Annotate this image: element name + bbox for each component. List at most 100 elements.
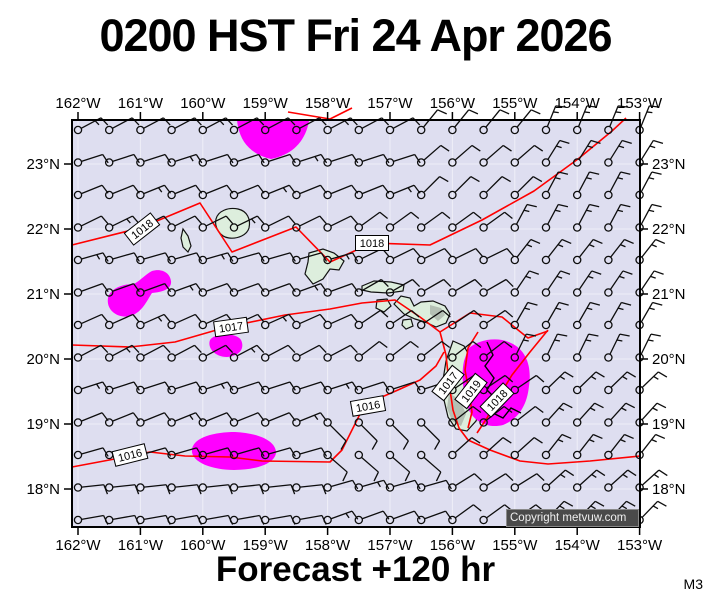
wind-barb (323, 381, 359, 395)
wind-barb (323, 252, 359, 265)
wind-barb (354, 510, 390, 525)
wind-barb (479, 437, 512, 460)
wind-barb (385, 418, 409, 450)
wind-barb (604, 139, 632, 167)
wind-barb (541, 433, 572, 460)
wind-barb (292, 313, 327, 330)
wind-barb (260, 215, 296, 232)
wind-barb (167, 344, 202, 362)
wind-barb (104, 381, 140, 395)
wind-barb (136, 153, 172, 167)
wind-barb (448, 176, 480, 200)
wind-barb (479, 405, 513, 427)
wind-barb (541, 371, 574, 395)
wind-barb (323, 479, 359, 492)
wind-barb (292, 153, 328, 167)
lon-label: 160°W (180, 537, 226, 554)
wind-barb (73, 313, 109, 330)
wind-barb (448, 340, 482, 362)
wind-barb (416, 340, 451, 362)
model-tag: M3 (683, 576, 703, 592)
wind-barb (541, 105, 566, 135)
wind-barb (448, 309, 482, 330)
wind-barb (136, 344, 171, 362)
wind-barb (260, 344, 296, 362)
lon-label: 155°W (492, 95, 538, 112)
wind-barb (198, 215, 234, 232)
wind-barb (354, 309, 389, 330)
wind-barb (479, 176, 511, 200)
wind-barb (448, 248, 483, 265)
lat-label: 21°N (652, 286, 686, 303)
wind-barb (416, 109, 447, 135)
svg-text:1017: 1017 (218, 320, 244, 335)
wind-barb (604, 333, 630, 362)
wind-barb (104, 344, 140, 362)
wind-barb (572, 171, 600, 200)
wind-barb (541, 238, 572, 265)
wind-barb (604, 469, 637, 492)
wind-barb (136, 313, 171, 330)
wind-barb (198, 252, 234, 265)
wind-barb (229, 344, 265, 362)
wind-barb (510, 333, 537, 362)
wind-barb (73, 282, 109, 297)
wind-barb (510, 473, 545, 492)
lon-label: 153°W (617, 537, 663, 554)
isobar-label: 1017 (213, 316, 249, 338)
wind-barb (604, 371, 637, 395)
wind-barb (416, 278, 452, 297)
wind-barb (385, 211, 420, 232)
lon-label: 160°W (180, 95, 226, 112)
precip-west (107, 270, 172, 317)
wind-barb (260, 447, 296, 460)
lat-label: 20°N (652, 351, 686, 368)
copyright-watermark: Copyright metvuw.com (506, 509, 639, 527)
wind-barb (198, 282, 234, 297)
lon-label: 162°W (55, 95, 101, 112)
wind-barb (604, 238, 634, 265)
wind-barb (416, 309, 451, 330)
wind-barb (104, 282, 140, 297)
wind-barb (292, 215, 327, 232)
wind-barb (416, 479, 452, 492)
wind-barb (73, 344, 109, 362)
wind-barb (416, 450, 442, 482)
wind-barb (104, 153, 140, 167)
island-kahoolawe (401, 318, 414, 330)
wind-barb (479, 211, 513, 232)
lon-label: 156°W (430, 537, 476, 554)
wind-barb (136, 381, 172, 395)
wind-barb (572, 333, 599, 362)
wind-barb (572, 105, 597, 135)
wind-barb (354, 479, 390, 492)
wind-barb (541, 333, 568, 362)
lon-label: 158°W (305, 95, 351, 112)
wind-barb (541, 270, 571, 297)
wind-barb (292, 282, 328, 297)
svg-text:1016: 1016 (355, 399, 381, 415)
wind-barb (510, 144, 544, 167)
wind-barb (167, 447, 203, 460)
wind-barb (416, 176, 449, 200)
wind-barb (479, 248, 515, 265)
wind-barb (604, 301, 632, 330)
wind-barb (541, 203, 569, 232)
wind-barb (635, 469, 668, 492)
island-lanai (375, 298, 392, 313)
isobar-label: 1016 (349, 395, 387, 417)
wind-barb (323, 215, 359, 232)
wind-barb (167, 381, 203, 395)
wind-barb (198, 381, 234, 395)
wind-barb (385, 479, 421, 492)
wind-barb (604, 270, 633, 297)
wind-barb (479, 278, 514, 297)
wind-barb (354, 418, 378, 450)
wind-barb (260, 252, 296, 265)
wind-barb (479, 144, 512, 167)
wind-barb (416, 418, 441, 450)
lat-label: 18°N (26, 481, 60, 498)
isobar-line-1016 (71, 351, 445, 468)
wind-barb (167, 153, 203, 167)
wind-barb (323, 510, 359, 525)
